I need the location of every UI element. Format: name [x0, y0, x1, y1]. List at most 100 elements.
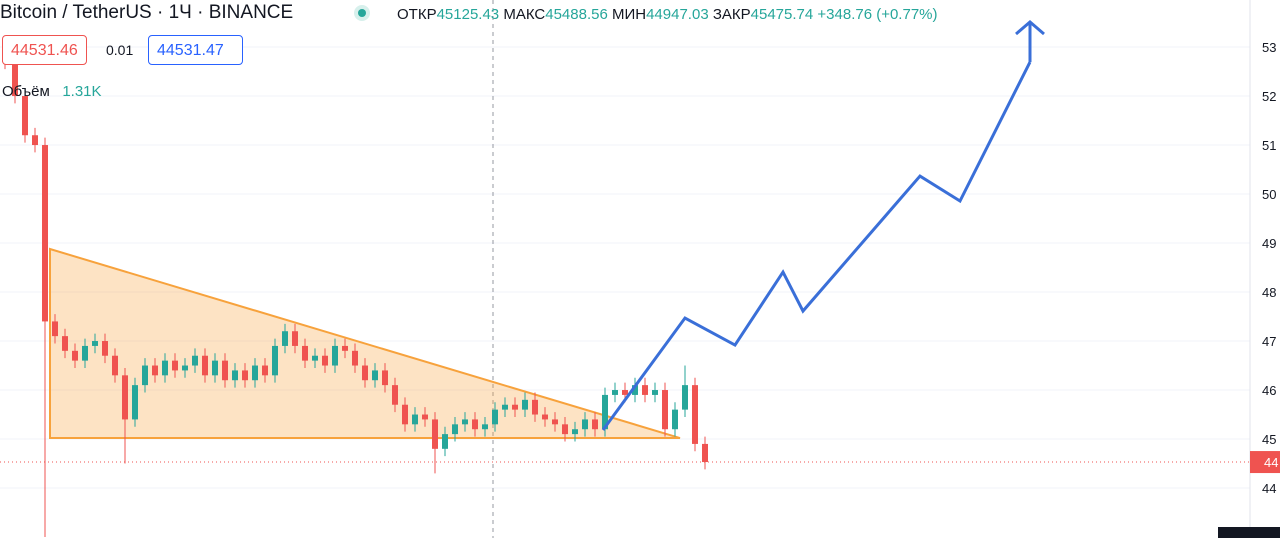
- candle-body: [502, 404, 508, 410]
- candle-body: [272, 345, 278, 376]
- candle-body: [482, 424, 488, 430]
- candle-body: [462, 419, 468, 425]
- y-tick-label: 52: [1262, 89, 1276, 104]
- candle-body: [242, 370, 248, 381]
- candle-body: [132, 385, 138, 420]
- status-dot: [354, 5, 370, 21]
- candle-body: [432, 419, 438, 449]
- candle-body: [542, 414, 548, 420]
- projection-line: [601, 61, 1032, 431]
- candle-body: [662, 390, 668, 430]
- label: ЗАКР: [712, 6, 751, 23]
- candle-body: [192, 355, 198, 366]
- y-tick-label: 49: [1262, 236, 1276, 251]
- candle-body: [252, 365, 258, 381]
- candle-body: [652, 390, 658, 395]
- candle-body: [602, 394, 608, 430]
- candle-body: [282, 331, 288, 346]
- candle-body: [292, 331, 298, 346]
- y-tick-label: 45: [1262, 432, 1276, 447]
- candle-body: [332, 345, 338, 366]
- label: МИН: [611, 6, 647, 23]
- price-axis: [1250, 0, 1280, 538]
- volume-legend: Объём 1.31K: [2, 83, 102, 100]
- candle-body: [372, 370, 378, 381]
- candle-body: [512, 404, 518, 410]
- candle-body: [142, 365, 148, 386]
- candle-body: [572, 429, 578, 435]
- candle-body: [162, 360, 168, 376]
- candle-body: [452, 424, 458, 435]
- candle-body: [562, 424, 568, 435]
- candle-body: [622, 390, 628, 395]
- candle-body: [202, 355, 208, 376]
- value: 45488.56: [545, 6, 608, 23]
- candle-body: [412, 414, 418, 425]
- candle-body: [62, 336, 68, 351]
- candle-body: [442, 434, 448, 449]
- y-tick-label: 44: [1262, 481, 1276, 496]
- sell-price[interactable]: 44531.46: [2, 35, 87, 65]
- corner-widget: [1218, 527, 1280, 538]
- candle-body: [612, 390, 618, 395]
- candle-body: [222, 360, 228, 381]
- candle-body: [352, 350, 358, 366]
- candle-body: [552, 419, 558, 425]
- candle-body: [22, 96, 28, 136]
- candle-body: [422, 414, 428, 420]
- y-tick-label: 50: [1262, 187, 1276, 202]
- candle-body: [642, 385, 648, 395]
- value: 45475.74: [750, 6, 814, 23]
- candle-body: [92, 341, 98, 346]
- candle-body: [232, 370, 238, 381]
- y-tick-label: 47: [1262, 334, 1276, 349]
- label: МАКС: [503, 6, 546, 23]
- buy-price[interactable]: 44531.47: [148, 35, 243, 65]
- candle-body: [82, 345, 88, 361]
- symbol: Bitcoin / TetherUS · 1Ч · BINANCE: [0, 2, 294, 23]
- candle-body: [682, 385, 688, 410]
- candle-body: [392, 385, 398, 405]
- y-tick-label: 48: [1262, 285, 1276, 300]
- candle-body: [52, 321, 58, 337]
- value: 45125.43: [436, 6, 500, 23]
- candle-body: [472, 419, 478, 430]
- triangle: [49, 247, 681, 440]
- candle-body: [702, 443, 708, 463]
- candle-body: [182, 365, 188, 371]
- change: +348.76 (+0.77%): [817, 6, 938, 23]
- label: Объём: [2, 83, 50, 100]
- value: 44947.03: [646, 6, 709, 23]
- candle-body: [302, 345, 308, 361]
- candle-body: [12, 61, 18, 97]
- last-price-tag: [1250, 451, 1280, 474]
- candle-body: [532, 399, 538, 415]
- spread: 0.01: [106, 42, 134, 58]
- candle-body: [672, 409, 678, 430]
- last-price-label: 44: [1264, 455, 1278, 470]
- arrow-head: [1015, 20, 1045, 36]
- candle-body: [152, 365, 158, 376]
- candle-body: [582, 419, 588, 430]
- candle-body: [632, 385, 638, 395]
- candle-body: [312, 355, 318, 361]
- candle-body: [382, 370, 388, 386]
- candle-body: [212, 360, 218, 376]
- y-tick-label: 51: [1262, 138, 1276, 153]
- candle-body: [342, 345, 348, 351]
- candle-body: [112, 355, 118, 376]
- candle-body: [72, 350, 78, 361]
- candle-body: [122, 375, 128, 420]
- candle-body: [32, 135, 38, 146]
- ohlc: ОТКР45125.43 МАКС45488.56 МИН44947.03 ЗА…: [397, 6, 938, 23]
- candle-body: [42, 145, 48, 322]
- candle-body: [492, 409, 498, 425]
- candle-body: [322, 355, 328, 366]
- candle-body: [102, 341, 108, 356]
- y-tick-label: 46: [1262, 383, 1276, 398]
- candle-body: [692, 385, 698, 444]
- candle-body: [362, 365, 368, 381]
- candle-body: [402, 404, 408, 425]
